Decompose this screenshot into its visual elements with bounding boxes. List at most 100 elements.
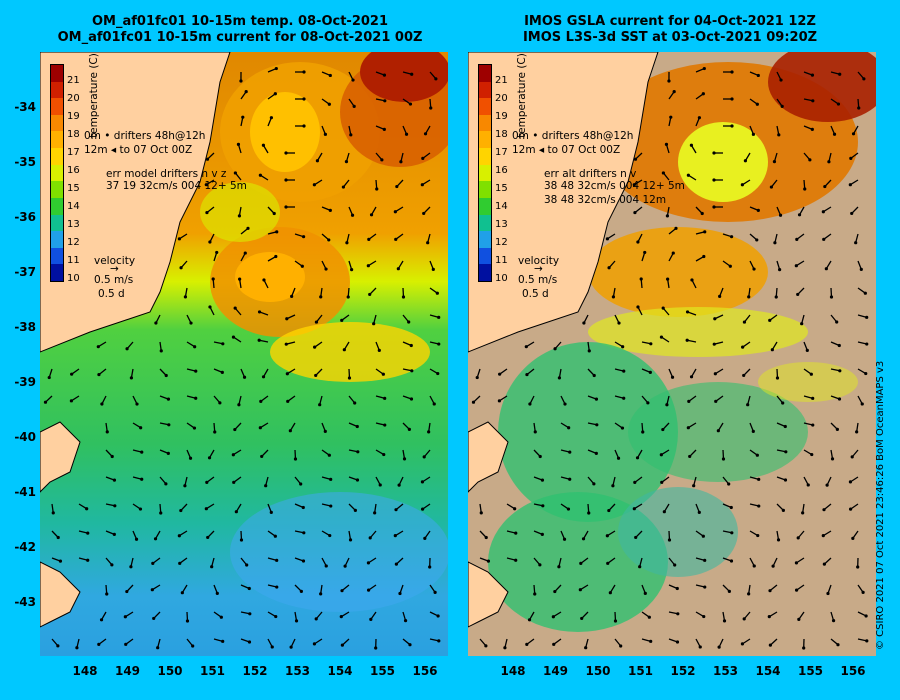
current-vector-head <box>125 589 129 594</box>
current-vector-head <box>194 396 198 400</box>
current-vector-head <box>783 424 787 429</box>
colorbar-segment <box>479 98 491 115</box>
current-vector-head <box>659 453 663 457</box>
colorbar-segment <box>51 65 63 82</box>
current-vector-head <box>205 480 209 485</box>
current-vector-head <box>110 563 114 567</box>
current-vector-head <box>860 402 864 406</box>
current-vector-head <box>701 92 705 96</box>
current-vector-head <box>740 183 744 187</box>
current-vector-head <box>685 310 690 314</box>
current-vector-head <box>827 160 831 164</box>
current-vector-head <box>383 423 387 427</box>
current-vector-head <box>730 97 734 101</box>
current-vector-head <box>712 151 716 155</box>
colorbar-tick-label: 13 <box>495 219 508 230</box>
current-vector-head <box>393 534 397 538</box>
current-vector-head <box>275 585 279 589</box>
current-vector-head <box>269 116 273 120</box>
current-vector-head <box>638 565 642 569</box>
current-vector-head <box>741 345 745 349</box>
current-vector-head <box>204 183 208 187</box>
current-vector-head <box>784 450 788 454</box>
current-vector-head <box>194 369 198 373</box>
current-vector-head <box>262 278 266 282</box>
current-vector-head <box>822 237 826 241</box>
current-vector-head <box>587 511 591 515</box>
current-vector-head <box>301 505 305 510</box>
current-vector-head <box>302 97 306 101</box>
current-vector-head <box>648 370 652 374</box>
current-vector-head <box>797 617 801 621</box>
current-vector-head <box>528 402 532 406</box>
current-vector-head <box>399 160 403 164</box>
right-title-line1: IMOS GSLA current for 04-Oct-2021 12Z <box>524 14 816 29</box>
current-vector-head <box>257 338 261 342</box>
current-vector-head <box>533 592 537 596</box>
current-vector-head <box>314 320 319 324</box>
current-vector-head <box>742 320 747 324</box>
left-error-stats-title: err model drifters n v z <box>106 168 227 180</box>
current-vector-head <box>129 565 133 569</box>
current-vector-head <box>374 646 378 650</box>
current-vector-head <box>830 457 835 461</box>
current-vector-head <box>164 482 168 486</box>
current-vector-head <box>410 72 414 76</box>
right-map-canvas <box>468 52 876 656</box>
current-vector-head <box>166 397 171 401</box>
current-vector-head <box>730 124 734 128</box>
current-vector-head <box>832 132 837 136</box>
current-vector-head <box>538 563 542 567</box>
current-vector-head <box>525 372 529 377</box>
current-vector-head <box>633 210 637 215</box>
current-vector-head <box>636 240 640 244</box>
current-vector-head <box>689 143 694 147</box>
current-vector-head <box>769 185 773 189</box>
current-vector-head <box>58 559 63 563</box>
current-vector-head <box>382 73 387 77</box>
current-vector-head <box>113 504 117 508</box>
current-vector-head <box>808 158 812 162</box>
right-velocity-label: velocity <box>518 255 560 267</box>
current-vector-head <box>730 70 734 74</box>
current-vector-head <box>859 267 863 271</box>
colorbar-tick-label: 20 <box>67 93 80 104</box>
current-vector-head <box>328 533 332 538</box>
left-map-panel[interactable]: 21 20 19 18 17 16 15 14 13 12 11 10 temperature (C)… <box>40 52 448 656</box>
current-vector-head <box>643 591 647 595</box>
current-vector-head <box>665 214 670 218</box>
colorbar-tick-label: 16 <box>495 165 508 176</box>
current-vector-head <box>154 321 158 325</box>
current-vector-head <box>712 178 716 182</box>
right-map-panel[interactable]: 21 20 19 18 17 16 15 14 13 12 11 10 temperature (C)… <box>468 52 876 656</box>
current-vector-head <box>372 322 376 326</box>
current-vector-head <box>584 646 588 650</box>
current-vector-head <box>806 483 810 487</box>
left-title-line2: OM_af01fc01 10-15m current for 08-Oct-20… <box>57 30 423 45</box>
current-vector-head <box>613 619 618 623</box>
colorbar-tick-label: 14 <box>495 201 508 212</box>
current-vector-head <box>595 423 599 427</box>
latitude-tick-label: -41 <box>14 485 36 499</box>
current-vector-head <box>665 403 669 407</box>
colorbar-segment <box>51 214 63 232</box>
current-vector-head <box>134 537 139 541</box>
current-vector-head <box>730 531 734 535</box>
current-vector-head <box>774 295 778 299</box>
colorbar-tick-label: 12 <box>495 237 508 248</box>
current-vector-head <box>341 185 345 189</box>
current-vector-head <box>105 430 109 434</box>
current-vector-head <box>210 565 214 569</box>
current-vector-head <box>639 277 643 281</box>
current-vector-head <box>605 237 609 241</box>
latitude-tick-label: -36 <box>14 210 36 224</box>
latitude-tick-label: -42 <box>14 540 36 554</box>
current-vector-head <box>355 478 360 482</box>
current-vector-head <box>257 310 262 314</box>
current-vector-head <box>794 561 799 565</box>
current-vector-head <box>394 237 398 241</box>
current-vector-head <box>299 589 303 593</box>
current-vector-head <box>180 591 184 595</box>
current-vector-head <box>100 402 104 406</box>
current-vector-head <box>315 159 320 163</box>
